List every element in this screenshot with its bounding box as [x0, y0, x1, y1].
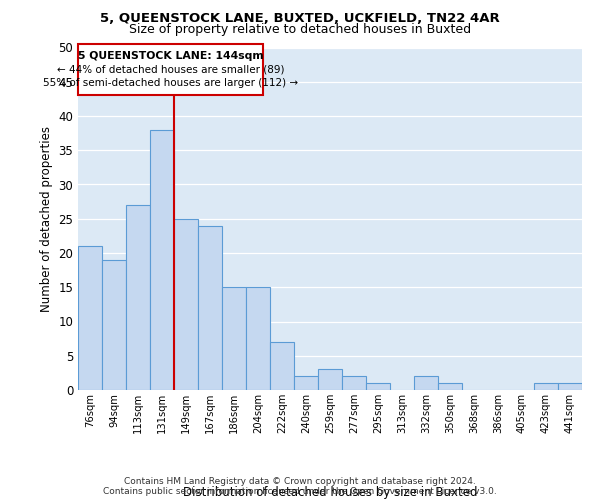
Bar: [270, 342, 294, 390]
Bar: [318, 370, 342, 390]
Text: ← 44% of detached houses are smaller (89): ← 44% of detached houses are smaller (89…: [56, 64, 284, 74]
Bar: [126, 205, 150, 390]
Text: 5 QUEENSTOCK LANE: 144sqm: 5 QUEENSTOCK LANE: 144sqm: [77, 51, 263, 61]
Text: Contains public sector information licensed under the Open Government Licence v3: Contains public sector information licen…: [103, 488, 497, 496]
Bar: [150, 130, 174, 390]
Bar: [78, 246, 102, 390]
FancyBboxPatch shape: [78, 44, 263, 96]
Text: Contains HM Land Registry data © Crown copyright and database right 2024.: Contains HM Land Registry data © Crown c…: [124, 478, 476, 486]
Bar: [342, 376, 366, 390]
Bar: [414, 376, 438, 390]
Text: Size of property relative to detached houses in Buxted: Size of property relative to detached ho…: [129, 22, 471, 36]
Bar: [198, 226, 222, 390]
Bar: [558, 383, 582, 390]
Bar: [438, 383, 462, 390]
Bar: [246, 287, 270, 390]
Bar: [366, 383, 390, 390]
Text: 5, QUEENSTOCK LANE, BUXTED, UCKFIELD, TN22 4AR: 5, QUEENSTOCK LANE, BUXTED, UCKFIELD, TN…: [100, 12, 500, 26]
Bar: [174, 219, 198, 390]
Bar: [222, 287, 246, 390]
Bar: [102, 260, 126, 390]
Bar: [294, 376, 318, 390]
Y-axis label: Number of detached properties: Number of detached properties: [40, 126, 53, 312]
X-axis label: Distribution of detached houses by size in Buxted: Distribution of detached houses by size …: [183, 486, 477, 499]
Bar: [534, 383, 558, 390]
Text: 55% of semi-detached houses are larger (112) →: 55% of semi-detached houses are larger (…: [43, 78, 298, 88]
